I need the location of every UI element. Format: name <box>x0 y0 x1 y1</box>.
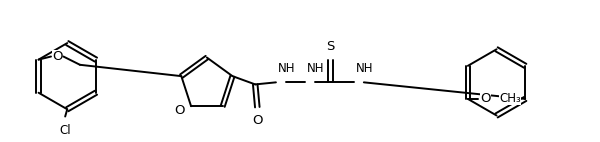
Text: O: O <box>252 114 263 127</box>
Text: S: S <box>326 40 335 53</box>
Text: Cl: Cl <box>59 124 71 137</box>
Text: NH: NH <box>307 62 325 75</box>
Text: O: O <box>175 104 185 117</box>
Text: NH: NH <box>278 62 295 75</box>
Text: O: O <box>52 50 62 63</box>
Text: CH₃: CH₃ <box>499 92 521 105</box>
Text: NH: NH <box>356 62 373 75</box>
Text: O: O <box>480 92 491 105</box>
